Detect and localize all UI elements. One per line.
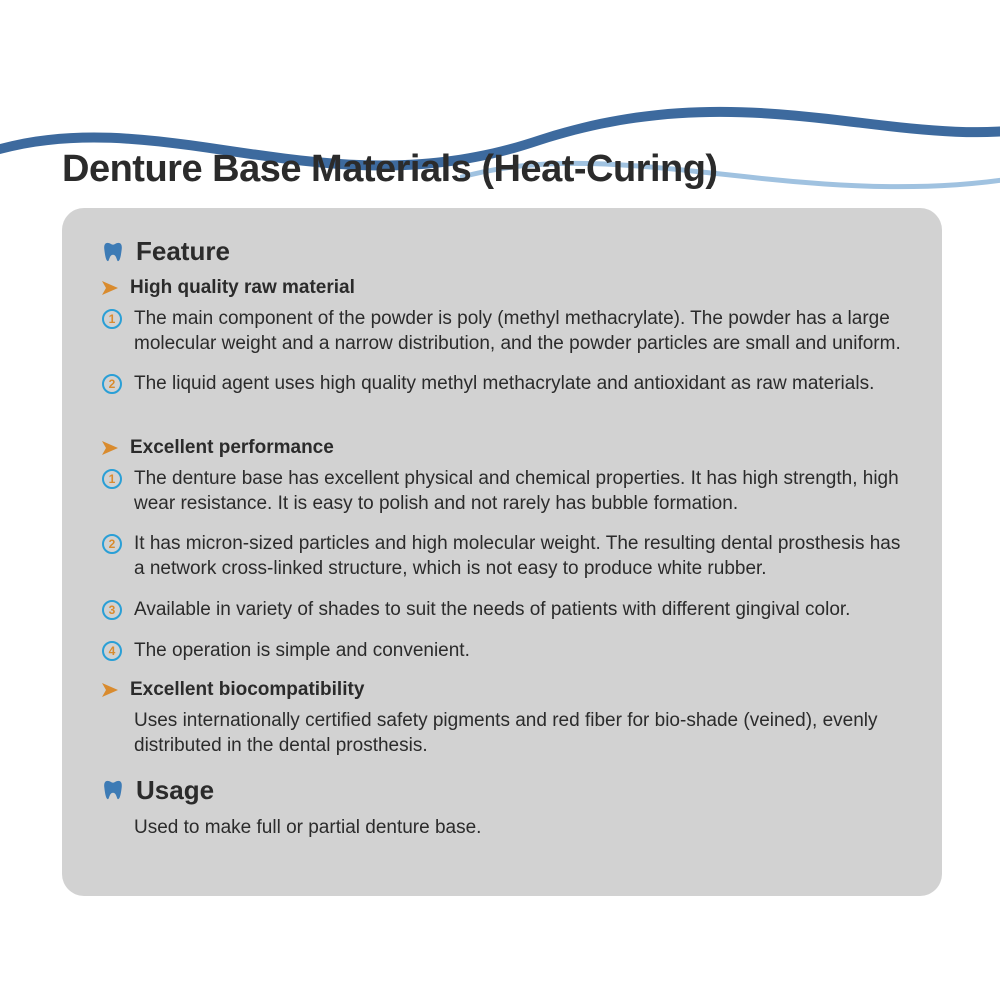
list-item: 1 The denture base has excellent physica… [102, 467, 902, 516]
item-text: Available in variety of shades to suit t… [134, 598, 850, 623]
item-text: The liquid agent uses high quality methy… [134, 372, 874, 397]
list-item: 4 The operation is simple and convenient… [102, 639, 902, 664]
item-text: The main component of the powder is poly… [134, 307, 902, 356]
content-card: Feature High quality raw material 1 The … [62, 208, 942, 896]
sub-title: High quality raw material [130, 277, 355, 299]
arrow-icon [102, 281, 118, 295]
number-badge: 1 [102, 309, 122, 329]
plain-paragraph: Uses internationally certified safety pi… [134, 709, 902, 758]
sub-title: Excellent biocompatibility [130, 679, 364, 701]
item-text: It has micron-sized particles and high m… [134, 532, 902, 581]
usage-section-header: Usage [102, 775, 902, 806]
item-text: The operation is simple and convenient. [134, 639, 470, 664]
list-item: 2 The liquid agent uses high quality met… [102, 372, 902, 397]
number-badge: 2 [102, 534, 122, 554]
arrow-icon [102, 441, 118, 455]
number-badge: 3 [102, 600, 122, 620]
item-text: Uses internationally certified safety pi… [134, 709, 902, 758]
number-badge: 2 [102, 374, 122, 394]
list-item: 3 Available in variety of shades to suit… [102, 598, 902, 623]
feature-heading: Feature [136, 236, 230, 267]
item-text: The denture base has excellent physical … [134, 467, 902, 516]
sub-title: Excellent performance [130, 437, 334, 459]
list-item: 2 It has micron-sized particles and high… [102, 532, 902, 581]
arrow-icon [102, 683, 118, 697]
list-item: 1 The main component of the powder is po… [102, 307, 902, 356]
sub-heading-performance: Excellent performance [102, 437, 902, 459]
sub-heading-biocompat: Excellent biocompatibility [102, 679, 902, 701]
usage-text: Used to make full or partial denture bas… [134, 816, 902, 841]
page-title: Denture Base Materials (Heat-Curing) [62, 148, 718, 191]
usage-heading: Usage [136, 775, 214, 806]
usage-paragraph: Used to make full or partial denture bas… [134, 816, 902, 841]
tooth-icon [102, 779, 124, 801]
number-badge: 1 [102, 469, 122, 489]
tooth-icon [102, 241, 124, 263]
feature-section-header: Feature [102, 236, 902, 267]
sub-heading-raw-material: High quality raw material [102, 277, 902, 299]
number-badge: 4 [102, 641, 122, 661]
